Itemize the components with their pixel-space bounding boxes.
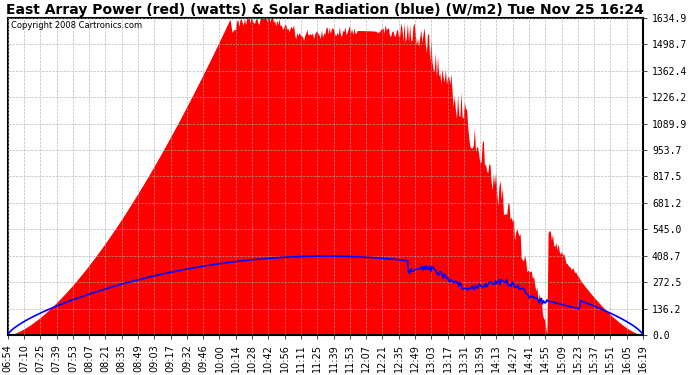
Text: Copyright 2008 Cartronics.com: Copyright 2008 Cartronics.com: [11, 21, 142, 30]
Title: East Array Power (red) (watts) & Solar Radiation (blue) (W/m2) Tue Nov 25 16:24: East Array Power (red) (watts) & Solar R…: [6, 3, 644, 17]
